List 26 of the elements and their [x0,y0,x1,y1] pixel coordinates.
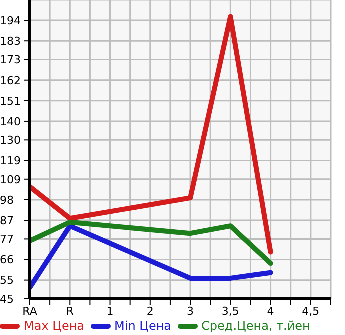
x-tick-label: 4 [267,304,274,318]
y-tick-label: 87 [0,214,14,228]
y-tick-label: 140 [0,115,21,128]
y-tick-label: 66 [0,254,14,267]
y-tick-label: 194 [0,14,21,28]
x-tick-label: RA [22,304,38,318]
legend-label: Сред.Цена, т.йен [200,319,310,333]
y-tick-label: 77 [0,233,14,246]
y-tick-label: 55 [0,274,14,288]
y-tick-label: 119 [0,154,21,168]
x-tick-label: 3 [187,304,194,318]
y-tick-label: 98 [0,194,14,207]
x-tick-label: R [66,304,74,318]
y-tick-label: 45 [0,292,14,306]
x-tick-label: 3,5 [222,304,240,318]
x-tick-label: 2 [146,304,154,318]
y-tick-label: 183 [0,35,21,48]
x-tick-label: 4,5 [302,304,320,318]
legend-label: Max Цена [23,319,85,333]
legend-label: Min Цена [114,319,172,333]
x-tick-label: 1 [106,304,114,318]
y-tick-label: 162 [0,74,21,88]
y-tick-label: 130 [0,134,21,148]
y-tick-label: 109 [0,173,21,186]
y-tick-label: 173 [0,54,21,67]
y-tick-label: 151 [0,94,21,108]
